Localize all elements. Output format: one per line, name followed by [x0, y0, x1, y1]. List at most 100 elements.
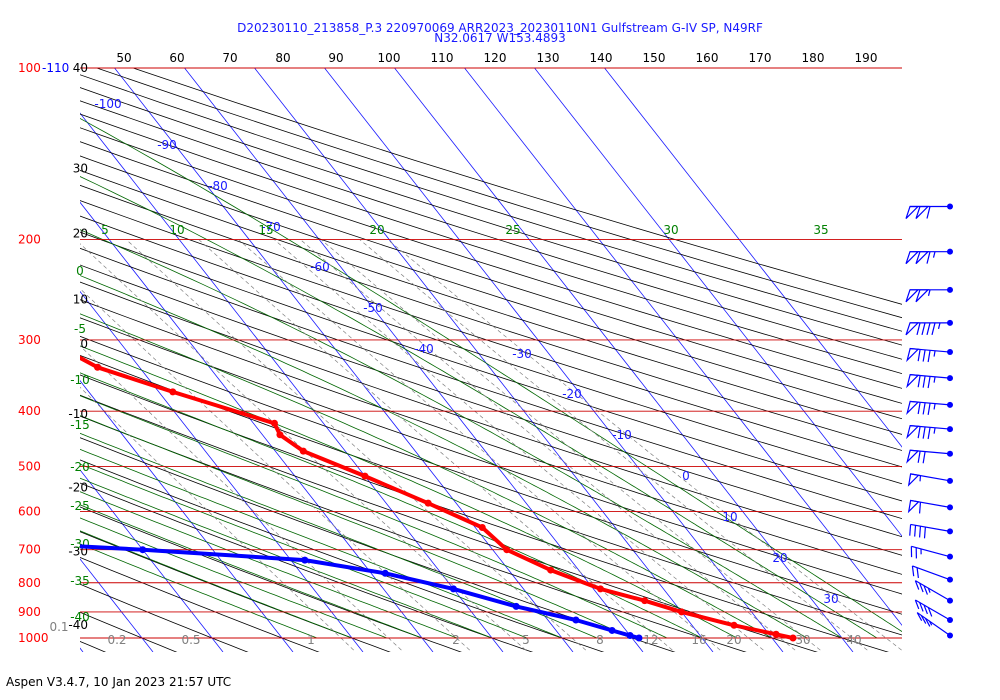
- wind-barb-full: [911, 565, 915, 577]
- pressure-label: 200: [18, 233, 41, 247]
- temperature-point: [17, 310, 24, 317]
- wind-barb-staff: [915, 599, 951, 621]
- temperature-point: [678, 608, 686, 616]
- temperature-point: [503, 546, 511, 554]
- mixing-ratio-line: [274, 239, 764, 651]
- wind-barb-full: [927, 427, 931, 440]
- wind-barb-pennant: [906, 424, 920, 440]
- wind-barb-pennant: [906, 400, 920, 415]
- pressure-label: 800: [18, 576, 41, 590]
- temperature-point: [276, 431, 284, 439]
- wind-barb-full: [922, 402, 926, 415]
- wind-barb-pennant: [905, 205, 920, 219]
- mixing-ratio-label: 0.2: [107, 633, 126, 647]
- left-green-label: -25: [70, 499, 90, 513]
- top-axis-label: 140: [590, 51, 613, 65]
- dry-adiabat: [80, 317, 902, 595]
- height-label: 0: [80, 337, 88, 351]
- isotherm-line: [80, 647, 84, 652]
- mixing-ratio-line: [359, 239, 868, 651]
- chart-subtitle: N32.0617 W153.4893: [434, 31, 566, 45]
- moist-adiabat-label: 10: [169, 223, 184, 237]
- mixing-ratio-label: 0.5: [181, 633, 200, 647]
- dewpoint-point: [608, 626, 616, 634]
- wind-barb-full: [909, 524, 912, 536]
- moist-adiabat: [80, 372, 703, 639]
- mixing-ratio-label: 30: [795, 633, 810, 647]
- mixing-ratio-label: 8: [596, 633, 604, 647]
- wind-barb: [905, 319, 953, 336]
- wind-barb-full: [924, 618, 931, 627]
- isotherm-line: [80, 112, 504, 652]
- wind-barb-station: [947, 286, 953, 293]
- wind-barb-full: [916, 567, 919, 579]
- left-green-label: 0: [76, 264, 84, 278]
- isotherm-label: -30: [512, 347, 532, 361]
- dewpoint-point: [301, 556, 309, 564]
- wind-barb-half: [932, 251, 936, 258]
- wind-barb: [905, 203, 953, 219]
- mixing-ratio-line: [198, 239, 673, 651]
- temperature-point: [45, 328, 52, 335]
- dry-adiabat: [80, 299, 902, 575]
- grid-labels: 100 -110200300400500600700800900100040302…: [18, 51, 877, 647]
- moist-adiabat: [80, 477, 493, 639]
- wind-barbs: [905, 203, 953, 639]
- wind-barb-full: [923, 585, 928, 595]
- mixing-ratio-line: [320, 239, 821, 651]
- left-green-label: -40: [70, 610, 90, 624]
- wind-barb-staff: [910, 523, 951, 532]
- isobars: [80, 67, 902, 639]
- height-label: 20: [73, 226, 88, 240]
- isotherm-line: [80, 290, 364, 652]
- mixing-ratio-line: [80, 345, 402, 651]
- pressure-label: 400: [18, 404, 41, 418]
- mixing-ratio-label: 40: [846, 633, 861, 647]
- wind-barb-pennant: [905, 251, 920, 265]
- pressure-label: 1000: [18, 631, 49, 645]
- temperature-point: [424, 499, 432, 507]
- dewpoint-point: [635, 634, 643, 642]
- isotherm-line: [464, 68, 902, 626]
- wind-barb-full: [927, 607, 933, 617]
- top-axis-label: 180: [802, 51, 825, 65]
- pressure-label: 600: [18, 505, 41, 519]
- wind-barb: [906, 373, 953, 389]
- isotherm-line: [114, 68, 574, 652]
- wind-barb-pennant: [906, 449, 920, 464]
- left-green-label: -20: [70, 460, 90, 474]
- pressure-label: 100: [18, 61, 41, 75]
- mixing-ratio-label: 2: [452, 633, 460, 647]
- isotherm-label: -60: [310, 260, 330, 274]
- mixing-ratio-line: [80, 243, 526, 651]
- moist-adiabat-label: 20: [369, 223, 384, 237]
- isotherm-line: [184, 68, 644, 652]
- wind-barb-station: [947, 401, 953, 408]
- wind-barb-full: [916, 612, 923, 621]
- mixing-ratio-line: [238, 239, 721, 651]
- moist-adiabat: [80, 463, 528, 639]
- height-label: 40: [73, 61, 88, 75]
- wind-barb-full: [922, 451, 926, 464]
- moist-adiabat: [80, 432, 598, 639]
- temperature-point: [93, 363, 101, 371]
- wind-barb-full: [917, 349, 921, 362]
- moist-adiabat-label: 15: [258, 223, 273, 237]
- wind-barb-full: [914, 580, 920, 590]
- wind-barb-station: [947, 477, 953, 484]
- wind-barb-half: [937, 322, 941, 330]
- wind-barb-station: [947, 375, 953, 382]
- wind-barb-staff: [915, 580, 951, 602]
- isotherm-line: [324, 68, 784, 652]
- top-axis-label: 70: [222, 51, 237, 65]
- dry-adiabat: [80, 74, 902, 332]
- wind-barb-full: [927, 376, 931, 389]
- software-footer: Aspen V3.4.7, 10 Jan 2023 21:57 UTC: [6, 675, 232, 689]
- moist-adiabat: [80, 504, 423, 639]
- wind-barb-full: [922, 375, 926, 388]
- dry-adiabat: [80, 113, 902, 375]
- isotherm-label: -50: [363, 301, 383, 315]
- moist-adiabat: [80, 415, 633, 639]
- isotherm-line: [254, 68, 714, 652]
- wind-barb: [914, 580, 953, 604]
